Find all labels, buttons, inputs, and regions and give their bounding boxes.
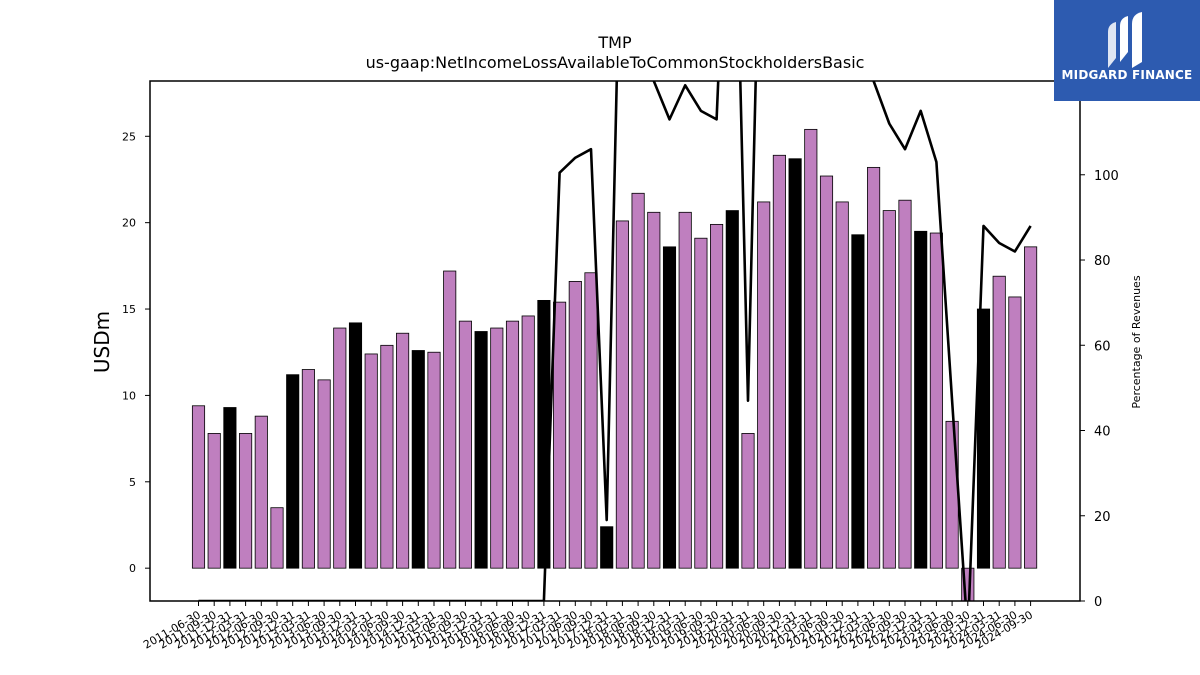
percent-line-layer <box>198 81 1032 601</box>
bar-2015-06-30 <box>443 270 457 569</box>
bar-2021-09-30 <box>835 201 849 569</box>
plot-frame <box>149 80 1081 602</box>
x-axis: 2011-06-302011-09-302011-12-312012-03-31… <box>141 601 1035 652</box>
bar-2017-12-31 <box>600 526 614 569</box>
bar-2014-06-30 <box>380 344 394 569</box>
y2-axis: 0 20 40 60 80 100 <box>1080 169 1119 610</box>
bar-2021-06-30 <box>819 175 834 569</box>
y-axis-label: USDm <box>90 311 114 373</box>
y-tick-label: 15 <box>122 303 136 316</box>
bar-2014-12-31 <box>411 350 425 569</box>
brand-logo: MIDGARD FINANCE <box>1054 0 1200 101</box>
bar-2020-06-30 <box>757 201 771 569</box>
bar-2018-03-31 <box>615 220 629 569</box>
bar-2020-12-31 <box>788 158 802 569</box>
bar-2017-06-30 <box>568 280 582 569</box>
y2-tick-label: 100 <box>1094 169 1119 184</box>
bar-2017-03-31 <box>553 301 567 569</box>
bar-2011-12-31 <box>223 407 237 569</box>
bar-2018-09-30 <box>647 211 661 569</box>
bar-2012-09-30 <box>270 507 284 569</box>
bar-2017-09-30 <box>584 272 598 569</box>
bar-2015-03-31 <box>427 351 441 569</box>
y2-tick-label: 0 <box>1094 595 1102 610</box>
bar-2024-03-31 <box>992 275 1006 569</box>
bar-2018-12-31 <box>662 246 677 569</box>
bar-2015-09-30 <box>458 320 472 569</box>
bar-2014-09-30 <box>396 332 410 569</box>
bar-2022-03-31 <box>867 166 881 569</box>
chart-title: TMP <box>597 33 632 52</box>
bar-2016-03-31 <box>490 327 504 569</box>
bar-2018-06-30 <box>631 192 645 569</box>
bar-2016-12-31 <box>537 299 551 569</box>
bar-2023-12-31 <box>976 308 991 569</box>
bar-2024-06-30 <box>1008 296 1022 569</box>
bar-2022-09-30 <box>898 199 912 569</box>
bar-2016-09-30 <box>521 315 535 569</box>
bar-2013-06-30 <box>317 379 331 569</box>
bar-2024-09-30 <box>1024 246 1038 569</box>
bar-2014-03-31 <box>364 353 378 569</box>
bar-2019-03-31 <box>678 211 692 569</box>
y2-tick-label: 20 <box>1094 510 1111 525</box>
bar-2023-06-30 <box>945 420 959 569</box>
bar-2013-12-31 <box>348 322 363 569</box>
y-tick-label: 5 <box>129 476 136 489</box>
bar-2016-06-30 <box>505 320 520 569</box>
bar-2021-12-31 <box>851 234 865 569</box>
bar-2012-06-30 <box>254 415 268 569</box>
bar-2022-12-31 <box>914 230 928 569</box>
y2-tick-label: 60 <box>1094 339 1111 354</box>
y-tick-label: 25 <box>122 130 136 143</box>
y2-tick-label: 40 <box>1094 425 1111 440</box>
y2-axis-label: Percentage of Revenues <box>1130 275 1143 408</box>
bar-2019-06-30 <box>694 237 708 569</box>
bar-2020-03-31 <box>741 433 755 569</box>
bar-2019-09-30 <box>710 223 724 569</box>
y-tick-label: 0 <box>129 562 136 575</box>
bar-2021-03-31 <box>804 128 818 569</box>
percent-of-revenues-line <box>198 81 1032 601</box>
y2-tick-label: 80 <box>1094 254 1111 269</box>
bar-2020-09-30 <box>772 154 786 569</box>
bar-2019-12-31 <box>725 210 739 569</box>
chart-subtitle: us-gaap:NetIncomeLossAvailableToCommonSt… <box>366 53 865 72</box>
brand-name: MIDGARD FINANCE <box>1061 68 1193 82</box>
midgard-logo-icon <box>1108 12 1142 68</box>
y-tick-label: 20 <box>122 217 136 230</box>
y-tick-label: 10 <box>122 389 136 402</box>
bar-2012-03-31 <box>239 433 253 569</box>
bar-2015-12-31 <box>474 331 488 569</box>
bar-2011-06-30 <box>191 405 206 569</box>
bar-series <box>191 128 1038 602</box>
bar-2023-03-31 <box>929 232 943 569</box>
bar-2022-06-30 <box>882 210 896 569</box>
bar-2012-12-31 <box>286 374 300 569</box>
bar-2011-09-30 <box>207 433 221 569</box>
bar-2013-09-30 <box>333 327 347 569</box>
bar-2013-03-31 <box>301 369 315 569</box>
y-axis: 0 5 10 15 20 25 <box>122 130 150 575</box>
